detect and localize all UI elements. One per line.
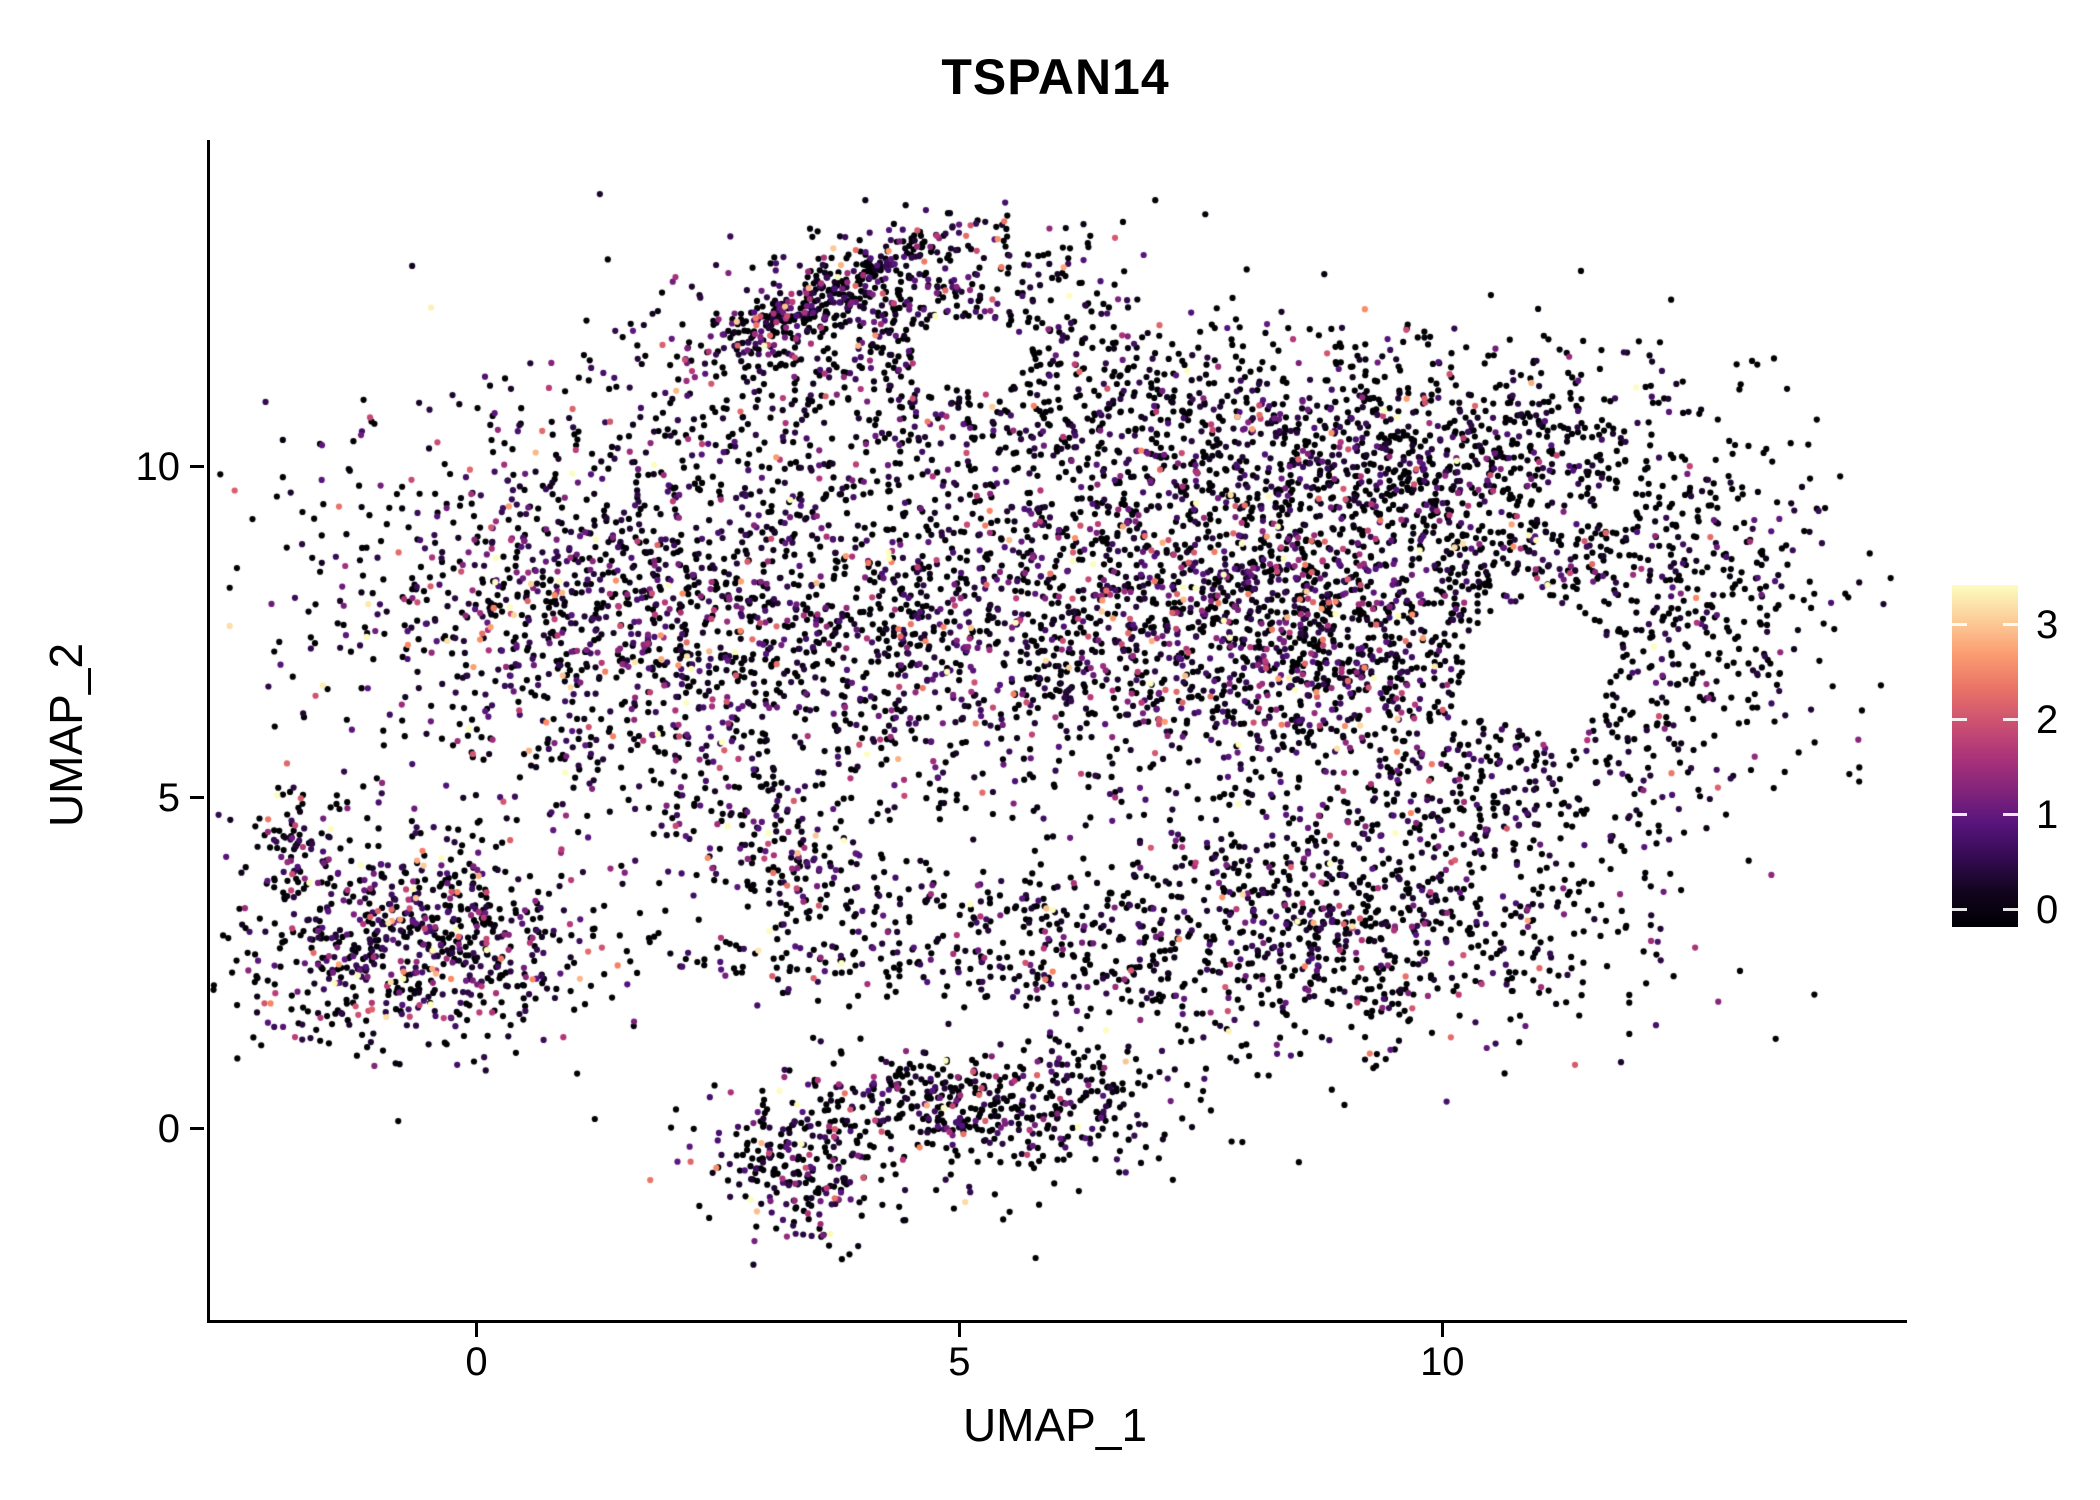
y-tick-label: 0 xyxy=(157,1106,180,1151)
colorbar-tick-label: 2 xyxy=(2036,697,2059,742)
y-tick-label: 10 xyxy=(135,444,181,489)
colorbar-tick-label: 0 xyxy=(2036,887,2059,932)
x-axis-label: UMAP_1 xyxy=(962,1399,1148,1451)
colorbar-tick-label: 1 xyxy=(2036,792,2059,837)
x-tick-label: 0 xyxy=(465,1340,488,1384)
x-tick-label: 10 xyxy=(1420,1340,1465,1384)
x-tick-mark xyxy=(957,1323,961,1337)
y-tick-mark xyxy=(190,1127,204,1131)
colorbar-tick-mark xyxy=(2003,908,2018,912)
colorbar-tick-mark xyxy=(1952,908,1967,912)
y-tick-label: 5 xyxy=(157,775,180,820)
scatter-canvas xyxy=(210,140,1907,1320)
y-tick-mark xyxy=(190,465,204,469)
colorbar-tick-mark xyxy=(2003,623,2018,627)
y-tick-mark xyxy=(190,796,204,800)
colorbar-tick-mark xyxy=(1952,813,1967,817)
x-tick-label: 5 xyxy=(948,1340,971,1384)
colorbar xyxy=(1952,585,2018,927)
colorbar-tick-mark xyxy=(2003,813,2018,817)
plot-title: TSPAN14 xyxy=(941,49,1170,105)
colorbar-gradient xyxy=(1952,585,2018,927)
x-tick-mark xyxy=(474,1323,478,1337)
y-axis-label: UMAP_2 xyxy=(40,642,92,828)
x-tick-mark xyxy=(1440,1323,1444,1337)
colorbar-tick-mark xyxy=(2003,718,2018,722)
plot-panel xyxy=(207,140,1907,1323)
colorbar-tick-label: 3 xyxy=(2036,602,2059,647)
colorbar-tick-mark xyxy=(1952,623,1967,627)
colorbar-tick-mark xyxy=(1952,718,1967,722)
